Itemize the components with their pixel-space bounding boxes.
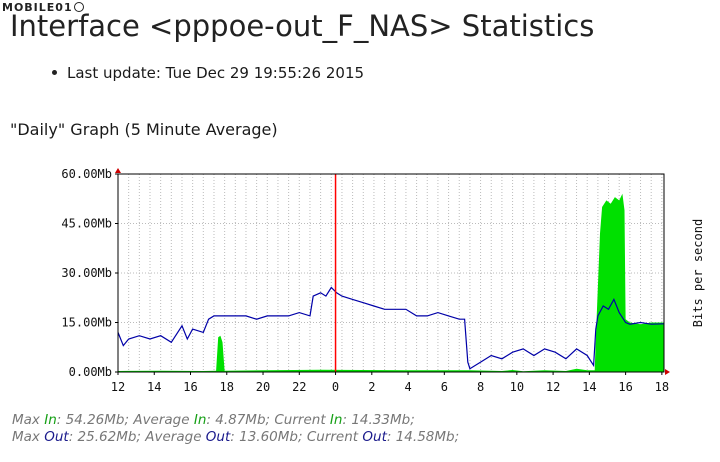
stats-out-average-value: 13.60Mb (239, 429, 298, 445)
stats-in-label: In (44, 412, 57, 428)
x-tick-label: 20 (256, 380, 270, 394)
stats-out-max-value: 25.62Mb (77, 429, 137, 445)
x-tick-label: 22 (292, 380, 306, 394)
stats-in-line: Max In: 54.26Mb; Average In: 4.87Mb; Cur… (12, 412, 415, 428)
y-tick-label: 15.00Mb (61, 316, 112, 330)
series-out-line (117, 286, 665, 370)
x-tick-label: 14 (147, 380, 161, 394)
x-tick-label: 16 (618, 380, 632, 394)
stats-block: Max In: 54.26Mb; Average In: 4.87Mb; Cur… (12, 412, 459, 446)
stats-in-current-value: 14.33Mb (351, 412, 411, 428)
daily-traffic-chart: 0.00Mb 15.00Mb 30.00Mb 45.00Mb 60.00Mb 12 14 16… (61, 167, 705, 394)
last-update-text: Last update: Tue Dec 29 19:55:26 2015 (67, 64, 365, 82)
stats-out-line: Max Out: 25.62Mb; Average Out: 13.60Mb; … (12, 429, 460, 445)
stats-out-label: Out (44, 429, 69, 445)
graph-heading: "Daily" Graph (5 Minute Average) (10, 120, 278, 139)
y-axis-label: Bits per second (691, 219, 705, 327)
stats-out-current-label: Current (306, 429, 359, 445)
page-title: Interface <pppoe-out_F_NAS> Statistics (10, 9, 595, 43)
stats-out-current-value: 14.58Mb (395, 429, 455, 445)
stats-out-max-label: Max (12, 429, 40, 445)
stats-in-average-label: Average (133, 412, 190, 428)
chart-labels: 0.00Mb 15.00Mb 30.00Mb 45.00Mb 60.00Mb 12 14 16… (61, 167, 705, 394)
chart-frame (115, 168, 670, 375)
stats-in-average-value: 4.87Mb (215, 412, 266, 428)
x-tick-label: 14 (582, 380, 596, 394)
y-tick-label: 60.00Mb (61, 167, 112, 181)
x-tick-label: 12 (546, 380, 560, 394)
stats-in-max-value: 54.26Mb (65, 412, 125, 428)
x-tick-label: 8 (477, 380, 484, 394)
x-tick-label: 16 (183, 380, 197, 394)
y-tick-label: 30.00Mb (61, 266, 112, 280)
stats-out-label: Out (362, 429, 387, 445)
x-tick-label: 18 (220, 380, 234, 394)
y-tick-label: 0.00Mb (69, 365, 112, 379)
last-update-item: Last update: Tue Dec 29 19:55:26 2015 (52, 63, 364, 83)
x-tick-label: 10 (510, 380, 524, 394)
stats-in-label: In (193, 412, 207, 428)
stats-in-max-label: Max (12, 412, 40, 428)
x-tick-label: 0 (332, 380, 339, 394)
y-axis-arrow-icon (115, 168, 121, 173)
chart-series (117, 193, 665, 372)
series-in-area (118, 193, 664, 372)
x-tick-label: 18 (655, 380, 669, 394)
watermark-eye-icon (73, 2, 84, 12)
x-axis-arrow-icon (665, 369, 670, 375)
stats-out-average-label: Average (145, 429, 202, 445)
stats-in-label: In (329, 412, 343, 428)
x-tick-label: 12 (111, 380, 125, 394)
watermark-text: MOBILE01 (2, 1, 73, 14)
y-tick-label: 45.00Mb (61, 217, 112, 231)
x-tick-label: 2 (368, 380, 375, 394)
stats-in-current-label: Current (274, 412, 326, 428)
chart-grid (117, 173, 664, 373)
bullet-icon (52, 70, 57, 75)
watermark-logo: MOBILE01 (2, 1, 84, 14)
stats-out-label: Out (205, 429, 231, 445)
x-tick-label: 6 (441, 380, 448, 394)
x-tick-label: 4 (404, 380, 411, 394)
